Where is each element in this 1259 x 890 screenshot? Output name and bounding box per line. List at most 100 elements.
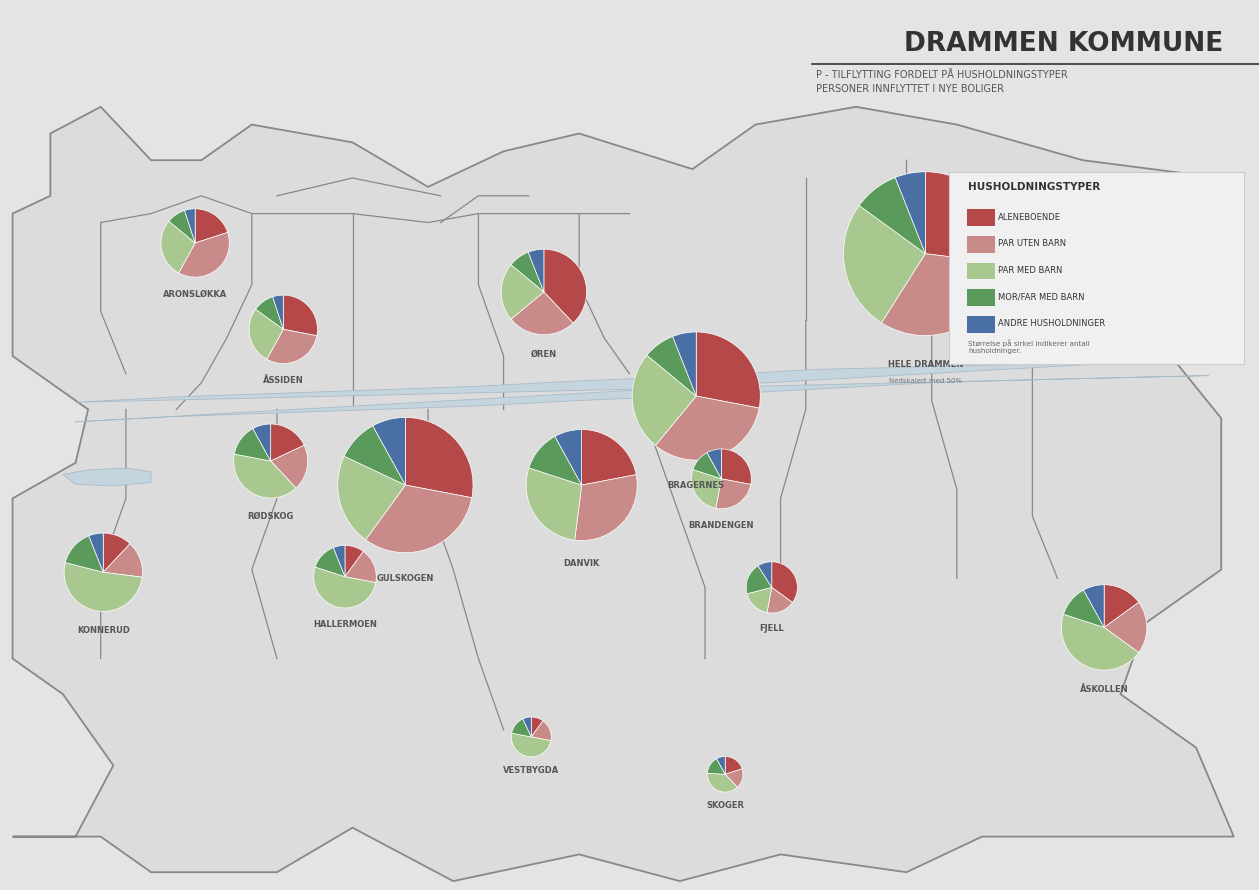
Text: KONNERUD: KONNERUD bbox=[77, 626, 130, 635]
Wedge shape bbox=[365, 485, 472, 553]
Wedge shape bbox=[767, 587, 792, 613]
Polygon shape bbox=[76, 358, 1209, 422]
Wedge shape bbox=[179, 232, 229, 277]
Wedge shape bbox=[65, 536, 103, 572]
Text: BRAGERNES: BRAGERNES bbox=[667, 481, 725, 490]
Text: ØREN: ØREN bbox=[531, 350, 556, 359]
Polygon shape bbox=[13, 107, 1234, 881]
Wedge shape bbox=[253, 424, 271, 461]
Wedge shape bbox=[647, 336, 696, 396]
Wedge shape bbox=[169, 210, 195, 243]
Text: DRAMMEN KOMMUNE: DRAMMEN KOMMUNE bbox=[904, 31, 1224, 57]
Wedge shape bbox=[747, 587, 772, 612]
Wedge shape bbox=[337, 457, 405, 539]
Wedge shape bbox=[64, 562, 142, 611]
Wedge shape bbox=[895, 172, 925, 254]
Wedge shape bbox=[708, 758, 725, 774]
Wedge shape bbox=[315, 547, 345, 577]
Wedge shape bbox=[772, 562, 797, 603]
Wedge shape bbox=[844, 206, 925, 323]
Wedge shape bbox=[511, 252, 544, 292]
Wedge shape bbox=[249, 309, 283, 360]
Wedge shape bbox=[267, 329, 317, 363]
Wedge shape bbox=[656, 396, 759, 460]
Wedge shape bbox=[405, 417, 473, 498]
Wedge shape bbox=[161, 222, 195, 273]
Wedge shape bbox=[574, 474, 637, 540]
Text: P - TILFLYTTING FORDELT PÅ HUSHOLDNINGSTYPER: P - TILFLYTTING FORDELT PÅ HUSHOLDNINGST… bbox=[816, 70, 1068, 80]
Wedge shape bbox=[1104, 585, 1138, 627]
Wedge shape bbox=[89, 533, 103, 572]
Wedge shape bbox=[234, 454, 296, 498]
Wedge shape bbox=[271, 424, 305, 461]
Wedge shape bbox=[195, 209, 228, 243]
Text: VESTBYGDA: VESTBYGDA bbox=[504, 766, 559, 775]
Wedge shape bbox=[859, 177, 925, 254]
Wedge shape bbox=[103, 533, 130, 572]
Text: FJELL: FJELL bbox=[759, 624, 784, 633]
Text: Størrelse på sirkel indikerer antall
husholdninger.: Størrelse på sirkel indikerer antall hus… bbox=[968, 339, 1090, 354]
Wedge shape bbox=[103, 544, 142, 578]
Wedge shape bbox=[582, 430, 636, 485]
Wedge shape bbox=[345, 552, 376, 583]
Wedge shape bbox=[1104, 603, 1147, 652]
Wedge shape bbox=[531, 721, 551, 740]
Text: SKOGER: SKOGER bbox=[706, 801, 744, 810]
Wedge shape bbox=[511, 733, 551, 756]
Wedge shape bbox=[696, 332, 760, 408]
Wedge shape bbox=[881, 254, 1007, 336]
Wedge shape bbox=[256, 296, 283, 329]
Wedge shape bbox=[373, 417, 405, 485]
Wedge shape bbox=[526, 468, 582, 540]
Wedge shape bbox=[273, 295, 283, 329]
Wedge shape bbox=[632, 355, 696, 445]
Wedge shape bbox=[511, 719, 531, 737]
Wedge shape bbox=[672, 332, 696, 396]
Text: PAR UTEN BARN: PAR UTEN BARN bbox=[998, 239, 1066, 248]
Text: HALLERMOEN: HALLERMOEN bbox=[313, 620, 376, 629]
Text: PERSONER INNFLYTTET I NYE BOLIGER: PERSONER INNFLYTTET I NYE BOLIGER bbox=[816, 84, 1003, 93]
Text: ÅSSIDEN: ÅSSIDEN bbox=[263, 376, 303, 385]
Wedge shape bbox=[313, 567, 375, 608]
Wedge shape bbox=[555, 430, 582, 485]
Wedge shape bbox=[511, 292, 573, 335]
Text: HELE DRAMMEN: HELE DRAMMEN bbox=[888, 360, 963, 369]
Wedge shape bbox=[692, 453, 721, 479]
Wedge shape bbox=[716, 756, 725, 774]
Text: ÅSKOLLEN: ÅSKOLLEN bbox=[1080, 685, 1128, 694]
Wedge shape bbox=[283, 295, 317, 336]
Wedge shape bbox=[1064, 590, 1104, 627]
Wedge shape bbox=[725, 769, 743, 788]
Wedge shape bbox=[345, 546, 364, 577]
Wedge shape bbox=[691, 470, 721, 508]
Wedge shape bbox=[234, 429, 271, 461]
Wedge shape bbox=[544, 249, 587, 323]
Text: ALENEBOENDE: ALENEBOENDE bbox=[998, 213, 1061, 222]
Text: GULSKOGEN: GULSKOGEN bbox=[376, 574, 434, 583]
Wedge shape bbox=[501, 264, 544, 320]
Text: MOR/FAR MED BARN: MOR/FAR MED BARN bbox=[998, 293, 1085, 302]
Wedge shape bbox=[758, 562, 772, 587]
Wedge shape bbox=[1084, 585, 1104, 627]
Wedge shape bbox=[185, 209, 195, 243]
Wedge shape bbox=[1061, 614, 1138, 670]
Wedge shape bbox=[334, 546, 345, 577]
Wedge shape bbox=[522, 717, 531, 737]
Polygon shape bbox=[63, 468, 151, 486]
Wedge shape bbox=[925, 172, 1007, 264]
Wedge shape bbox=[529, 436, 582, 485]
Wedge shape bbox=[721, 449, 752, 484]
Wedge shape bbox=[271, 445, 307, 488]
Text: ANDRE HUSHOLDNINGER: ANDRE HUSHOLDNINGER bbox=[998, 320, 1105, 328]
Text: Nedskalert med 50%: Nedskalert med 50% bbox=[889, 378, 962, 384]
Wedge shape bbox=[529, 249, 544, 292]
Wedge shape bbox=[747, 566, 772, 594]
Wedge shape bbox=[716, 479, 750, 509]
Wedge shape bbox=[708, 449, 721, 479]
Wedge shape bbox=[708, 773, 738, 792]
Text: RØDSKOG: RØDSKOG bbox=[248, 512, 293, 521]
Text: DANVIK: DANVIK bbox=[564, 559, 599, 568]
Wedge shape bbox=[531, 717, 543, 737]
Text: ARONSLØKKA: ARONSLØKKA bbox=[162, 290, 228, 299]
Wedge shape bbox=[344, 425, 405, 485]
